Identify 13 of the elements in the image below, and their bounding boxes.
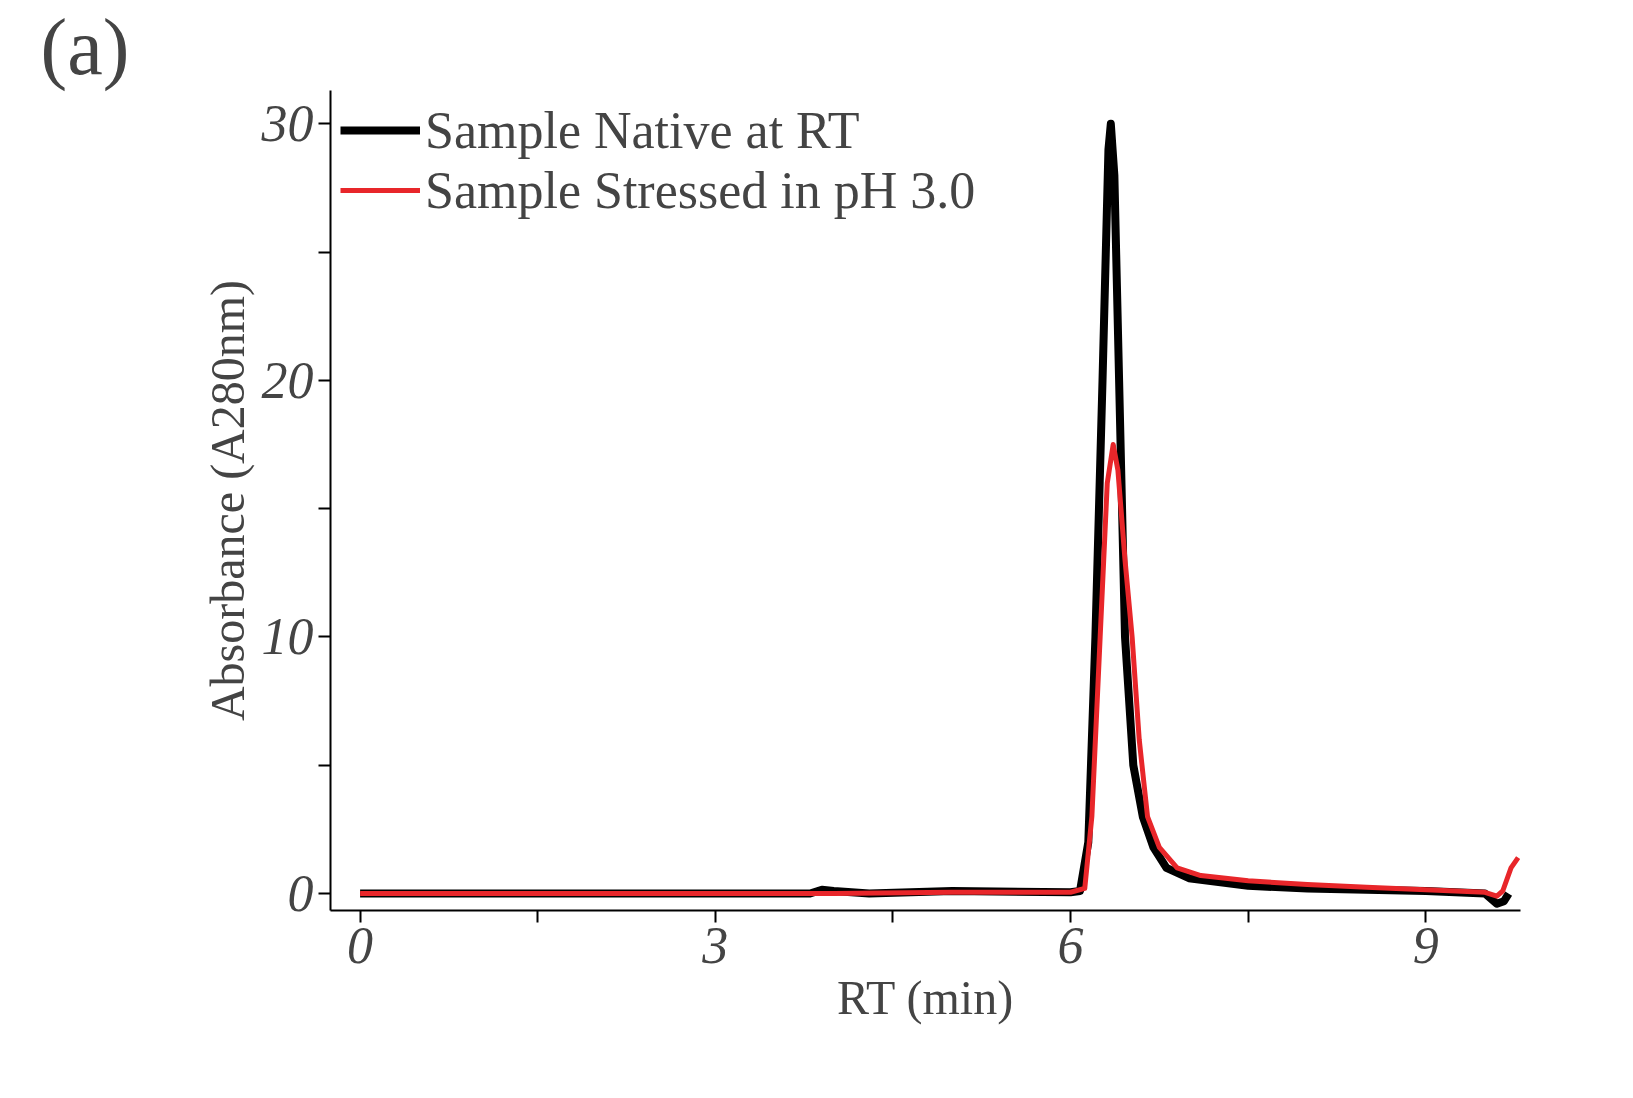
y-tick-label: 20 bbox=[261, 351, 314, 409]
y-tick-label: 30 bbox=[260, 95, 314, 153]
y-tick-label: 10 bbox=[261, 608, 314, 666]
x-tick-label: 9 bbox=[1412, 916, 1439, 974]
x-tick-label: 6 bbox=[1057, 916, 1084, 974]
x-tick-label: 0 bbox=[347, 916, 374, 974]
x-tick-label: 3 bbox=[701, 916, 729, 974]
legend-label: Sample Stressed in pH 3.0 bbox=[425, 160, 976, 220]
y-tick-label: 0 bbox=[287, 865, 314, 923]
legend-label: Sample Native at RT bbox=[425, 100, 860, 160]
y-axis-title: Absorbance (A280nm) bbox=[200, 279, 255, 722]
text: (a) bbox=[40, 2, 130, 92]
x-axis-title: RT (min) bbox=[836, 970, 1014, 1025]
